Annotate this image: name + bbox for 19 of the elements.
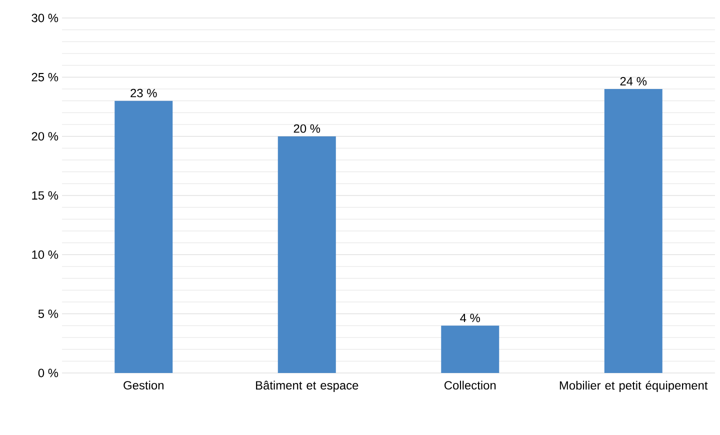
data-label: 23 % <box>130 88 157 98</box>
bar <box>114 100 173 373</box>
bar <box>604 88 662 373</box>
y-tick-label: 15 % <box>32 191 58 200</box>
y-tick-label: 20 % <box>32 132 58 141</box>
y-tick-label: 10 % <box>32 250 58 259</box>
y-tick-label: 30 % <box>32 14 58 22</box>
x-tick-label: Gestion <box>124 380 164 390</box>
data-label: 24 % <box>620 77 647 86</box>
data-label: 20 % <box>294 124 320 133</box>
y-tick-label: 25 % <box>32 72 58 82</box>
x-tick-label: Collection <box>444 380 496 390</box>
x-tick-label: Bâtiment et espace <box>256 380 358 392</box>
data-label: 4 % <box>460 314 480 322</box>
bar <box>441 326 500 373</box>
y-tick-label: 0 % <box>38 368 58 378</box>
x-tick-label: Mobilier et petit équipement <box>560 380 708 392</box>
y-tick-label: 5 % <box>38 310 58 318</box>
bar <box>278 136 336 373</box>
